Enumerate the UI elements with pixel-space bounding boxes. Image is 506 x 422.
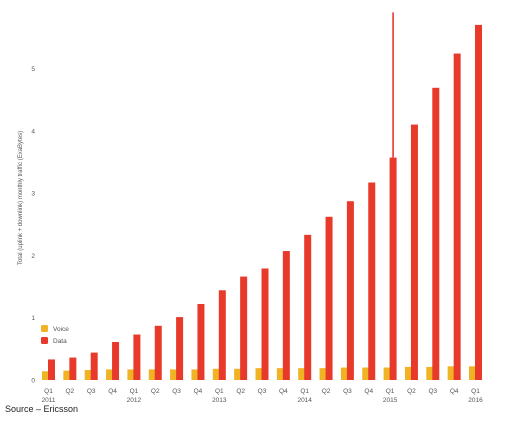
bar-data <box>48 359 55 380</box>
x-tick-year-label: 2011 <box>42 397 56 404</box>
legend: Voice Data <box>41 325 69 345</box>
bar-data <box>475 24 482 380</box>
bar-data <box>282 251 290 380</box>
y-tick-label: 1 <box>31 315 35 322</box>
y-tick-label: 4 <box>31 128 35 135</box>
bar-data <box>154 325 162 380</box>
x-tick-label: Q1 <box>44 388 53 395</box>
x-tick-label: Q4 <box>108 388 117 395</box>
bar-voice <box>148 369 156 380</box>
bar-data <box>410 124 418 380</box>
bar-voice <box>340 367 348 380</box>
x-tick-label: Q3 <box>172 388 181 395</box>
bar-data <box>325 216 333 380</box>
bar-data <box>261 268 269 380</box>
bar-data <box>133 334 141 380</box>
bar-data <box>346 201 354 380</box>
x-tick-label: Q4 <box>194 388 203 395</box>
bar-voice <box>469 366 476 380</box>
x-tick-label: Q3 <box>428 388 437 395</box>
bar-voice <box>319 368 327 380</box>
x-tick-year-label: 2013 <box>212 397 227 404</box>
y-axis-label: Total (uplink + downlink) monthly traffi… <box>18 131 24 265</box>
x-tick-label: Q4 <box>364 388 373 395</box>
bar-voice <box>276 368 284 380</box>
bar-data <box>112 341 120 380</box>
bar-voice <box>106 369 114 380</box>
x-tick-label: Q1 <box>386 388 395 395</box>
x-tick-label: Q1 <box>300 388 309 395</box>
x-tick-label: Q1 <box>130 388 139 395</box>
x-tick-label: Q3 <box>87 388 96 395</box>
bar-data <box>368 182 376 380</box>
bar-data <box>240 276 248 380</box>
bar-voice <box>42 371 49 380</box>
bar-data <box>69 357 77 380</box>
bar-voice <box>298 368 306 380</box>
x-tick-year-label: 2014 <box>297 397 312 404</box>
y-axis-ticks: 0 1 2 3 4 5 <box>31 66 35 385</box>
bar-data <box>453 53 461 380</box>
y-tick-label: 0 <box>31 378 35 385</box>
bar-voice <box>84 370 92 380</box>
bars <box>42 24 482 381</box>
source-note: Source – Ericsson <box>5 404 79 414</box>
bar-voice <box>127 369 135 380</box>
y-tick-label: 5 <box>31 66 35 73</box>
bar-data <box>432 87 440 381</box>
bar-data <box>90 352 98 380</box>
legend-swatch <box>41 325 48 332</box>
y-tick-label: 3 <box>31 191 35 198</box>
bar-voice <box>191 369 199 380</box>
x-tick-label: Q3 <box>258 388 267 395</box>
bar-data <box>176 317 184 380</box>
bar-data <box>218 290 226 380</box>
x-tick-label: Q2 <box>151 388 160 395</box>
x-tick-label: Q2 <box>322 388 331 395</box>
bar-data <box>197 303 205 380</box>
bar-voice <box>212 368 220 380</box>
bar-voice <box>255 368 263 380</box>
legend-swatch <box>41 337 48 344</box>
bar-voice <box>362 367 370 380</box>
x-tick-label: Q3 <box>343 388 352 395</box>
x-tick-label: Q1 <box>215 388 224 395</box>
x-tick-label: Q2 <box>236 388 245 395</box>
bar-voice <box>170 369 178 380</box>
bar-data <box>304 234 312 380</box>
x-axis-ticks: Q1 2011 Q2 Q3 Q4 Q1 2012 Q2 Q3 Q4 Q1 2013 Q2 Q3 Q4 Q1 20… <box>42 388 484 404</box>
bar-voice <box>383 367 391 380</box>
y-tick-label: 2 <box>31 253 35 260</box>
x-tick-year-label: 2015 <box>383 397 398 404</box>
x-tick-label: Q2 <box>407 388 416 395</box>
x-tick-label: Q4 <box>279 388 288 395</box>
bar-voice <box>426 366 434 380</box>
bar-voice <box>404 366 412 380</box>
x-tick-label: Q1 <box>471 388 480 395</box>
bar-voice <box>234 368 242 380</box>
x-tick-label: Q2 <box>66 388 75 395</box>
x-tick-label: Q4 <box>450 388 459 395</box>
bar-voice <box>447 366 455 380</box>
legend-label: Data <box>53 338 67 345</box>
x-tick-year-label: 2016 <box>468 397 483 404</box>
legend-label: Voice <box>53 326 69 333</box>
bar-voice <box>63 370 71 380</box>
bar-data <box>389 157 397 380</box>
x-tick-year-label: 2012 <box>127 397 142 404</box>
